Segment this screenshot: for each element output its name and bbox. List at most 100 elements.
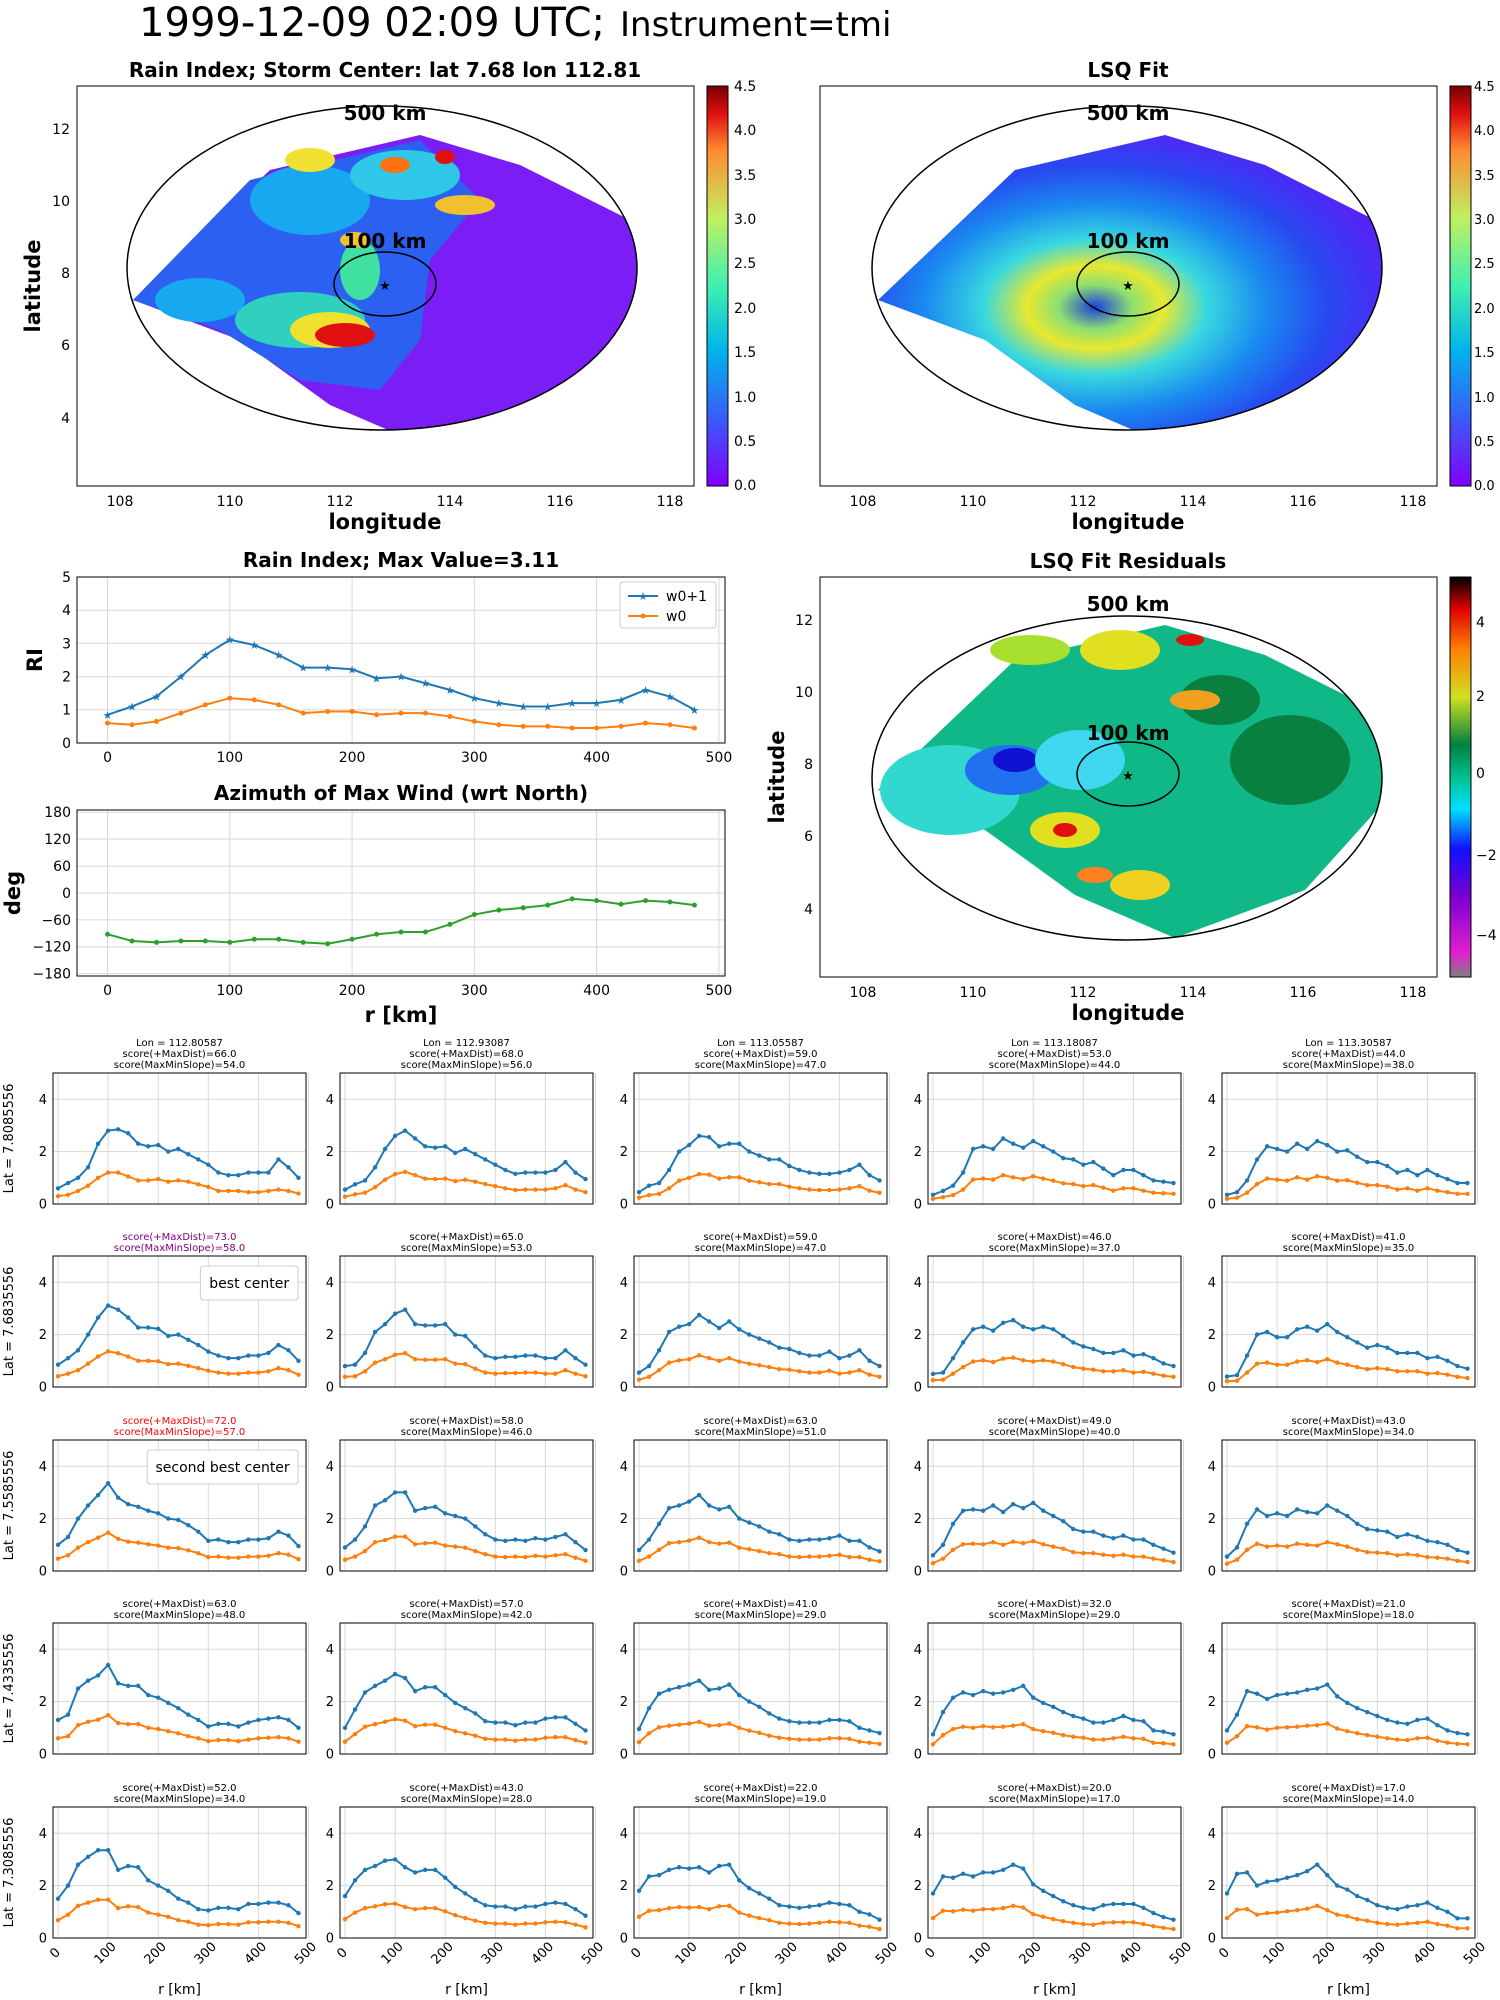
data-point (463, 1891, 468, 1896)
data-point (1274, 1692, 1280, 1698)
data-point (256, 1554, 261, 1559)
map-xticks: 108 110 112 114 116 118 (850, 494, 1427, 510)
data-point (827, 1536, 832, 1541)
plot-frame (633, 1806, 888, 1939)
y-tick-label: 0 (39, 1932, 47, 1947)
panel-score-text: score(MaxMinSlope)=29.0 (989, 1610, 1120, 1621)
data-point (940, 1377, 946, 1382)
data-point (817, 1537, 822, 1542)
data-point (392, 1352, 398, 1357)
panel-score-text: score(MaxMinSlope)=29.0 (695, 1610, 826, 1621)
data-point (797, 1350, 802, 1356)
data-point (990, 1906, 996, 1912)
data-point (940, 1194, 946, 1200)
data-point (513, 1554, 518, 1559)
panel-note-box (199, 1265, 299, 1301)
data-point (362, 1190, 368, 1195)
data-point (950, 1371, 956, 1376)
data-point (443, 1357, 448, 1362)
data-point (493, 1904, 498, 1909)
data-point (1435, 1722, 1440, 1728)
data-point (980, 1688, 986, 1694)
data-point (1151, 1542, 1156, 1548)
data-point (300, 939, 306, 945)
data-point (1244, 1190, 1250, 1195)
data-point (372, 1863, 378, 1869)
data-point (1415, 1350, 1420, 1356)
x-tick-label: 500 (706, 983, 733, 999)
data-point (1435, 1539, 1440, 1545)
data-point (1355, 1893, 1360, 1899)
x-tick-label: 400 (529, 1939, 557, 1967)
data-point (807, 1921, 812, 1926)
cbar-tick: −4 (1476, 928, 1497, 944)
data-point (636, 1547, 642, 1553)
y-tick-label: 4 (914, 1460, 922, 1475)
data-point (1405, 1721, 1410, 1727)
data-point (443, 1321, 448, 1327)
data-point (453, 1150, 458, 1156)
data-point (1071, 1157, 1076, 1162)
data-point (1254, 1181, 1260, 1187)
data-point (402, 1307, 408, 1312)
data-point (1304, 1542, 1310, 1548)
data-point (392, 1534, 398, 1539)
data-point (156, 1912, 161, 1917)
ring-label-500: 500 km (1087, 101, 1170, 125)
data-point (447, 713, 453, 719)
map-yticks: 4 6 8 10 12 (795, 613, 813, 918)
data-point (1234, 1545, 1240, 1550)
data-point (1041, 1508, 1046, 1513)
x-tick-label: 400 (242, 1939, 270, 1967)
data-point: ★ (176, 671, 186, 684)
data-point (726, 1355, 732, 1361)
data-point (1171, 1926, 1176, 1932)
data-point (1081, 1183, 1086, 1189)
data-point (65, 1371, 71, 1376)
data-point (135, 1325, 141, 1330)
panel-score-text: score(MaxMinSlope)=35.0 (1283, 1243, 1414, 1254)
data-point (1161, 1191, 1166, 1196)
data-point (1224, 1740, 1230, 1745)
data-point (125, 1174, 131, 1179)
data-point (362, 1724, 368, 1729)
data-point (176, 1896, 181, 1901)
data-point (1365, 1732, 1370, 1738)
data-point (930, 1553, 936, 1558)
data-point (1375, 1713, 1380, 1719)
data-point (1335, 1912, 1340, 1917)
data-point (443, 1692, 448, 1698)
data-point (970, 1507, 976, 1512)
data-point (422, 1722, 428, 1727)
data-point (178, 710, 184, 716)
data-point (129, 722, 135, 728)
data-point (226, 1355, 231, 1361)
data-point (807, 1737, 812, 1742)
data-point (166, 1362, 171, 1367)
data-point (1224, 1891, 1230, 1896)
data-point (543, 1170, 548, 1175)
data-point (196, 1342, 201, 1348)
data-point (1041, 1914, 1046, 1919)
data-point (980, 1870, 986, 1875)
data-point (543, 1735, 548, 1740)
plot-area (53, 1807, 306, 1938)
panel-score-text: score(+MaxDist)=65.0 (410, 1232, 524, 1243)
data-point (1101, 1552, 1106, 1557)
data-point (463, 1731, 468, 1736)
data-point (594, 898, 600, 904)
data-point (1081, 1921, 1086, 1927)
data-point (503, 1354, 508, 1360)
data-point (1425, 1716, 1430, 1721)
data-point (266, 1919, 271, 1924)
data-point (1304, 1146, 1310, 1152)
colorbar-ticks: 4 2 0 −2 −4 (1476, 615, 1497, 944)
y-tick-label: 0 (326, 1198, 334, 1213)
y-tick-label: 4 (620, 1093, 628, 1108)
data-point (246, 1537, 251, 1542)
data-point (398, 929, 404, 935)
data-point (563, 1715, 568, 1720)
xtick: 112 (1070, 985, 1097, 1001)
data-point (807, 1170, 812, 1175)
data-point (236, 1539, 241, 1545)
